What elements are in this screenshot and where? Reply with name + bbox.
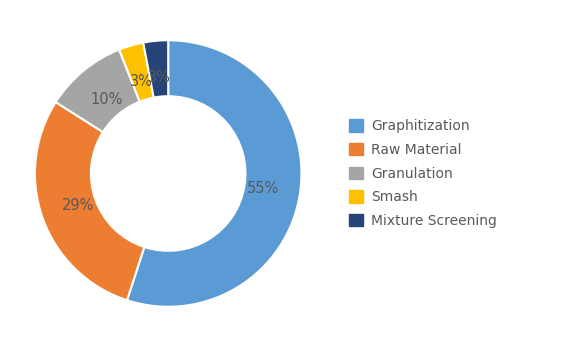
- Wedge shape: [119, 43, 154, 102]
- Wedge shape: [35, 102, 144, 300]
- Text: 10%: 10%: [91, 92, 123, 107]
- Legend: Graphitization, Raw Material, Granulation, Smash, Mixture Screening: Graphitization, Raw Material, Granulatio…: [343, 113, 502, 234]
- Text: 55%: 55%: [247, 181, 279, 196]
- Text: 3%: 3%: [130, 74, 153, 89]
- Wedge shape: [127, 40, 302, 307]
- Wedge shape: [143, 40, 168, 98]
- Text: 29%: 29%: [61, 198, 94, 213]
- Text: 3%: 3%: [148, 70, 171, 85]
- Wedge shape: [56, 50, 140, 132]
